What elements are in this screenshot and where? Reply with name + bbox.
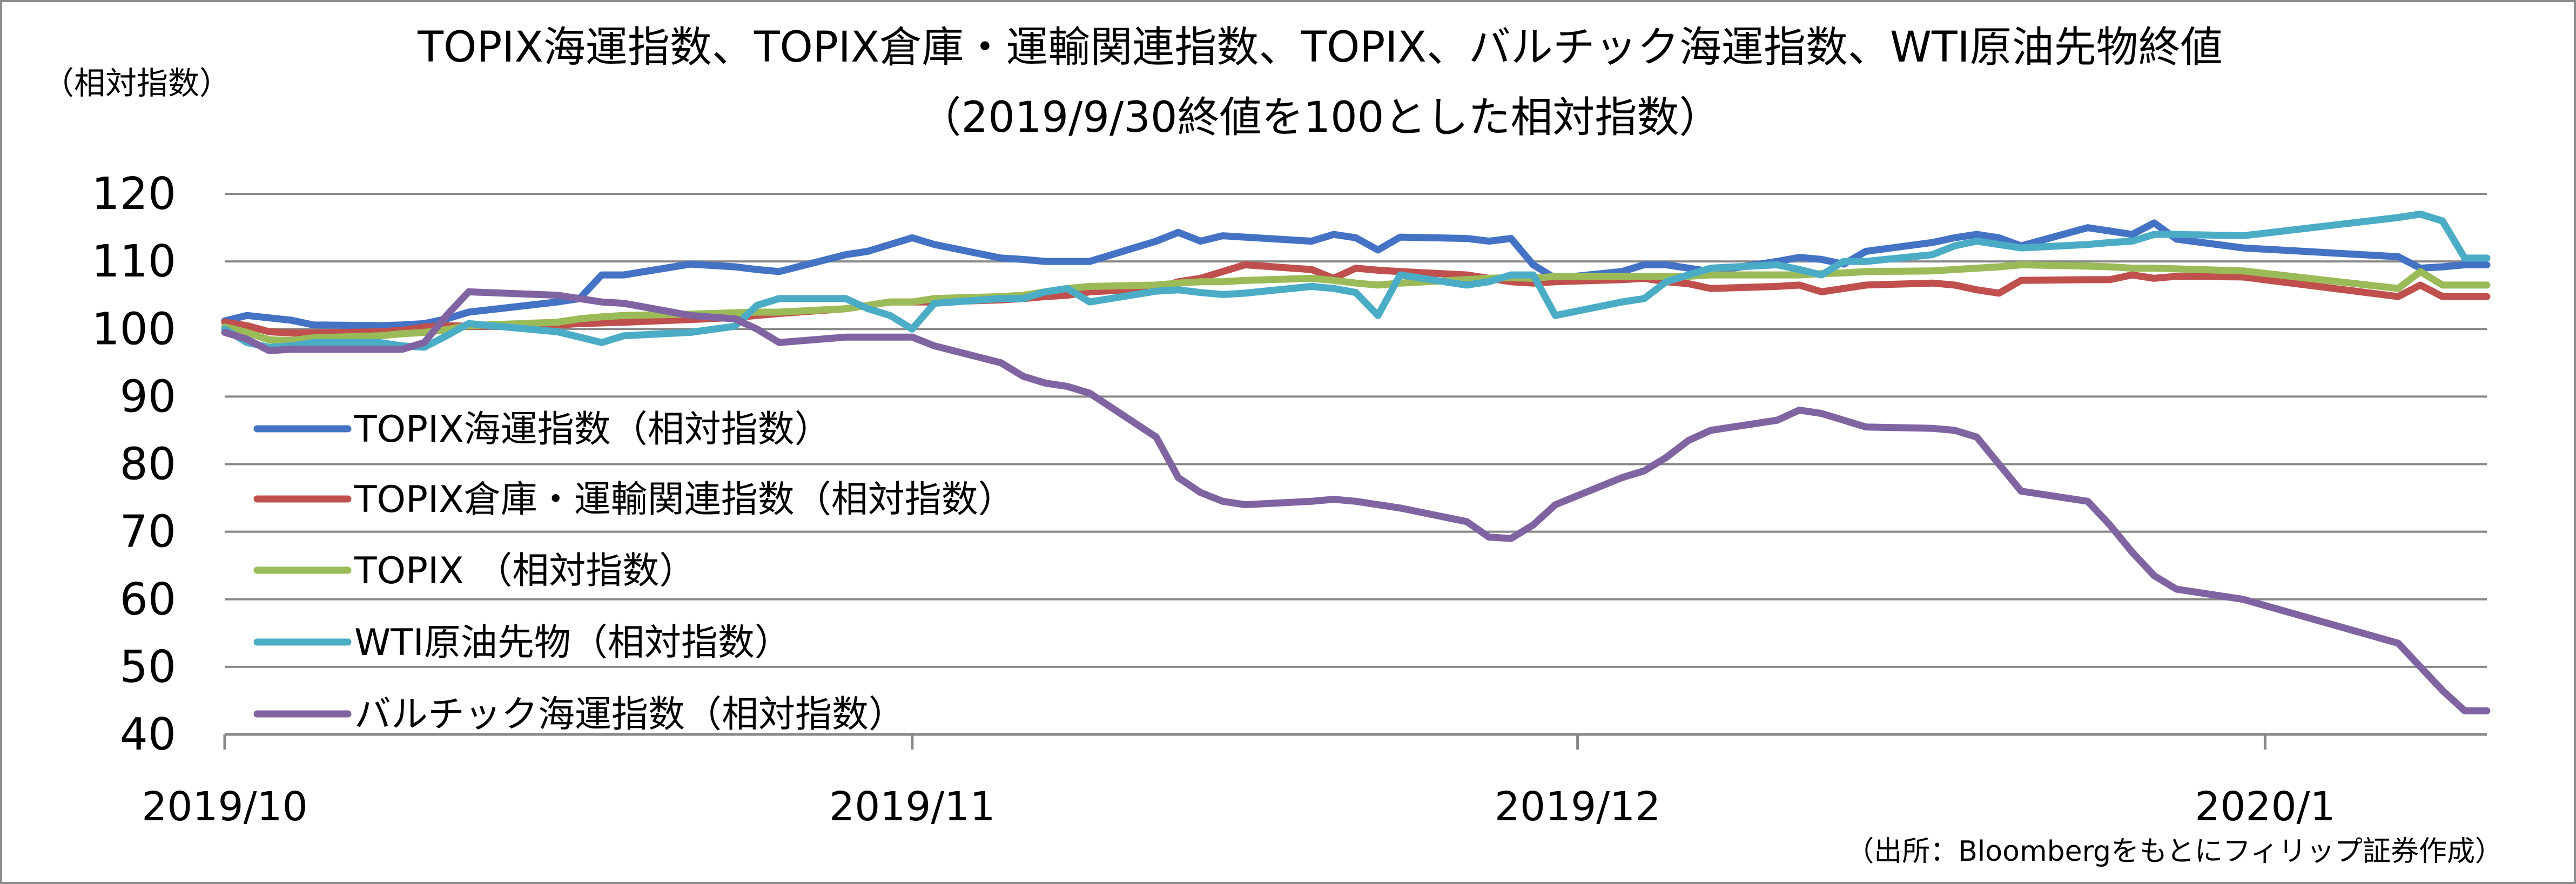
y-tick-label: 40 [120, 709, 176, 760]
y-tick-label: 80 [120, 439, 176, 490]
y-tick-label: 50 [120, 642, 176, 693]
legend: TOPIX海運指数（相対指数） TOPIX倉庫・運輸関連指数（相対指数） TOPIX… [253, 408, 1015, 736]
legend-label: TOPIX倉庫・運輸関連指数（相対指数） [354, 478, 1015, 521]
y-tick-label: 90 [120, 371, 176, 422]
series-line-4 [221, 211, 2491, 351]
legend-label: TOPIX海運指数（相対指数） [354, 408, 831, 451]
series-line-5 [221, 288, 2491, 714]
legend-label: TOPIX （相対指数） [354, 550, 696, 592]
chart-title: TOPIX海運指数、TOPIX倉庫・運輸関連指数、TOPIX、バルチック海運指数… [417, 23, 2222, 72]
y-tick-label: 120 [91, 168, 176, 220]
grid-lines [225, 193, 2487, 668]
x-axis: 2019/10 2019/11 2019/12 2020/1 [142, 733, 2487, 830]
series-line-3 [221, 261, 2491, 344]
y-axis-ticks: 120 110 100 90 80 70 60 50 40 [91, 168, 176, 760]
x-tick-label: 2019/10 [142, 784, 307, 830]
legend-label: WTI原油先物（相対指数） [354, 622, 791, 664]
legend-label: バルチック海運指数（相対指数） [354, 693, 905, 736]
y-tick-label: 100 [91, 303, 176, 355]
y-tick-label: 60 [120, 574, 176, 625]
x-tick-label: 2019/12 [1495, 784, 1660, 830]
y-axis-unit-label: （相対指数） [43, 65, 231, 102]
series-lines [221, 211, 2491, 714]
x-tick-label: 2019/11 [829, 784, 995, 830]
x-tick-label: 2020/1 [2195, 784, 2335, 830]
chart-subtitle: （2019/9/30終値を100とした相対指数） [919, 93, 1721, 142]
y-tick-label: 110 [91, 236, 176, 287]
source-note: （出所：Bloombergをもとにフィリップ証券作成） [1846, 835, 2503, 868]
y-tick-label: 70 [120, 507, 176, 558]
